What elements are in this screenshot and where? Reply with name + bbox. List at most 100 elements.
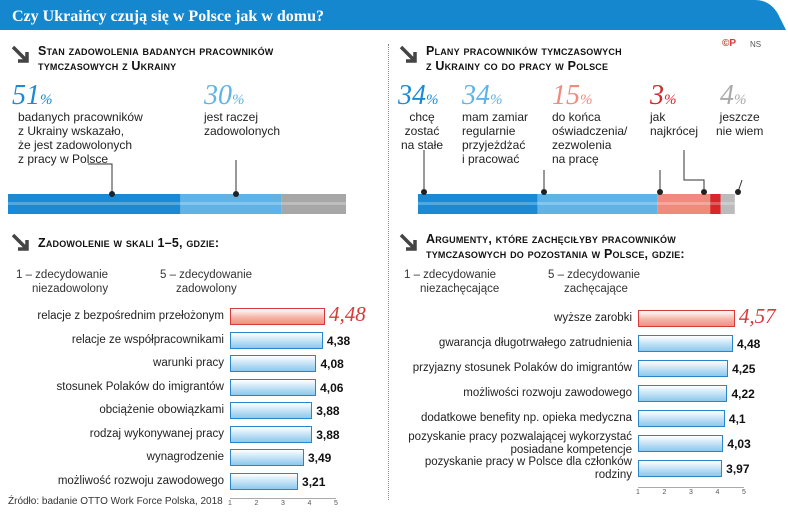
bar-label: gwarancja długotrwałego zatrudnienia: [438, 337, 632, 349]
plans-bar-bevel: [418, 188, 770, 194]
bar: [638, 335, 733, 352]
satisfaction-bar-segment-rest: [281, 194, 346, 214]
section-title-satisfaction-2: tymczasowych z Ukrainy: [38, 59, 177, 73]
publisher-logo-sub: NS: [750, 40, 762, 49]
bar-label: relacje z bezpośrednim przełożonym: [37, 310, 224, 322]
bar: [230, 402, 313, 419]
plans-unknown-description: jeszcze nie wiem: [716, 110, 764, 138]
bar-value-label: 4,48: [328, 302, 366, 326]
bar: [230, 355, 317, 372]
satisfied-description: badanych pracowników z Ukrainy wskazało, ż…: [18, 110, 143, 166]
bar: [638, 310, 735, 327]
section-title-scale-right-2: tymczasowych do pozostania w Polsce, gdz…: [426, 247, 685, 261]
bar-label: rodzaj wykonywanej pracy: [89, 427, 224, 440]
plans-short-percent: 3%: [650, 80, 677, 111]
arrow-down-icon: [11, 233, 29, 251]
x-axis: [230, 498, 336, 499]
bar-value-label: 4,25: [732, 362, 756, 376]
arrow-down-icon: [399, 45, 417, 63]
satisfied-percent: 51%: [12, 80, 53, 111]
section-title-satisfaction-1: Stan zadowolenia badanych pracowników: [38, 44, 274, 58]
bar-value-label: 4,1: [728, 412, 746, 426]
bar: [230, 378, 317, 396]
bar-label: stosunek Polaków do imigrantów: [56, 380, 224, 393]
plans-permit-description: do końca oświadczenia/zezwolenia na pracę: [552, 110, 628, 166]
title-banner: [0, 0, 788, 36]
satisfaction-connectors: [88, 160, 239, 197]
plans-short-description: jak najkrócej: [650, 110, 699, 138]
section-title-scale-left: Zadowolenie w skali 1–5, gdzie:: [38, 236, 220, 250]
satisfaction-stacked-bar: [8, 188, 346, 214]
plans-bar-segment-1: [537, 194, 658, 214]
bar-label: wynagrodzenie: [146, 451, 224, 463]
bar-value-label: 3,49: [307, 451, 332, 465]
plans-bar-highlight: [418, 202, 770, 205]
x-tick-label: 4: [307, 500, 312, 507]
bar-value-label: 3,97: [726, 462, 750, 476]
bar: [230, 449, 304, 466]
x-tick-label: 1: [228, 500, 232, 507]
plans-connectors: [421, 150, 743, 195]
bar-value-label: 4,57: [738, 304, 776, 328]
x-tick-label: 3: [689, 489, 693, 496]
bar-label: pozyskanie pracy w Polsce dla członków r…: [424, 456, 632, 481]
bar-value-label: 3,21: [302, 474, 326, 489]
bar-value-label: 4,38: [326, 333, 351, 348]
bar: [230, 472, 299, 490]
column-divider: [388, 44, 389, 500]
x-tick-label: 2: [254, 500, 259, 507]
publisher-logo: ©P: [722, 38, 737, 49]
plans-regular-description: mam zamiar regularnie przyjeżdżać i pracowa…: [462, 110, 529, 166]
page-title: Czy Ukraińcy czują się w Polsce jak w do…: [12, 8, 324, 25]
bar-label: pozyskanie pracy pozwalającej wykorzysta…: [408, 431, 632, 456]
satisfaction-bar-segment-1: [180, 194, 282, 214]
plans-unknown-percent: 4%: [720, 80, 747, 111]
scale-right-high: 5 – zdecydowanie zachęcające: [548, 269, 641, 295]
x-tick-label: 3: [281, 500, 285, 507]
x-tick-label: 2: [662, 489, 667, 496]
section-title-plans-2: z Ukrainy co do pracy w Polsce: [426, 59, 609, 73]
bar-value-label: 4,08: [320, 357, 344, 371]
bar: [638, 435, 724, 452]
satisfaction-bar-segment-0: [8, 194, 181, 214]
x-tick-label: 4: [715, 489, 720, 496]
x-tick-label: 5: [742, 489, 746, 496]
plans-bar-segment-0: [418, 194, 538, 214]
bar-label: warunki pracy: [153, 357, 224, 369]
bar-label: możliwość rozwoju zawodowego: [57, 474, 224, 487]
x-tick-label: 5: [334, 500, 338, 507]
arrow-down-icon: [399, 233, 417, 251]
bar-value-label: 3,88: [316, 404, 340, 418]
plans-stacked-bar: [418, 188, 770, 214]
bar-value-label: 3,88: [316, 427, 340, 442]
plans-bar-segment-3: [710, 194, 721, 214]
bar-value-label: 4,06: [320, 380, 344, 395]
bar: [230, 308, 325, 325]
bar-value-label: 4,48: [736, 337, 761, 351]
bar-label: wyższe zarobki: [554, 312, 632, 324]
bar-label: relacje ze współpracownikami: [71, 333, 224, 346]
scale-left-low: 1 – zdecydowanie niezadowolony: [16, 269, 109, 295]
bar-label: obciążenie obowiązkami: [99, 404, 224, 416]
bar: [638, 360, 729, 377]
arrow-down-icon: [11, 45, 29, 63]
x-tick-label: 1: [636, 489, 640, 496]
bar: [638, 385, 728, 402]
plans-stay-percent: 34%: [398, 80, 439, 111]
satisfaction-bar-highlight: [8, 202, 346, 205]
plans-stay-description: chcę zostać na stałe: [400, 110, 444, 152]
rather-satisfied-percent: 30%: [204, 80, 245, 111]
satisfaction-bar-bevel: [8, 188, 346, 194]
bar: [638, 410, 725, 427]
section-title-scale-right-1: Argumenty, które zachęciłyby pracowników: [426, 232, 676, 246]
bar-label: przyjazny stosunek Polaków do imigrantów: [412, 362, 632, 374]
bar-label: możliwości rozwoju zawodowego: [463, 387, 632, 399]
source-note: Źródło: badanie OTTO Work Force Polska, …: [8, 496, 223, 507]
plans-regular-percent: 34%: [462, 80, 503, 111]
section-title-plans-1: Plany pracowników tymczasowych: [426, 44, 622, 58]
plans-permit-percent: 15%: [552, 80, 593, 111]
bar-value-label: 4,22: [731, 387, 755, 401]
bar: [638, 460, 723, 477]
bar-label: dodatkowe benefity np. opieka medyczna: [421, 412, 632, 424]
bar: [230, 331, 323, 349]
